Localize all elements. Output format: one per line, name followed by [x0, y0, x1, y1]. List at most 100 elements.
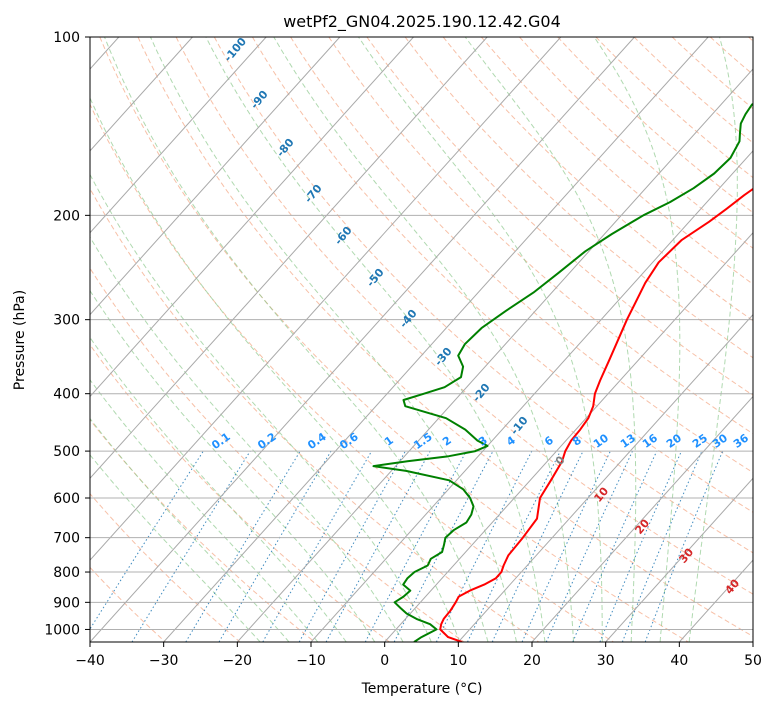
x-tick-label: 40 — [670, 653, 688, 669]
mixing-ratio-label: 0.4 — [305, 430, 329, 452]
x-tick-label: −20 — [223, 653, 253, 669]
isotherm-line — [384, 231, 753, 642]
moist-adiabat-label: 30 — [676, 545, 696, 565]
dry-adiabat — [633, 37, 753, 144]
dry-adiabat — [90, 493, 241, 642]
mixing-ratio-line — [90, 450, 204, 630]
mixing-ratio-label: 16 — [640, 431, 660, 451]
x-tick-label: 20 — [523, 653, 541, 669]
moist-adiabat — [150, 37, 517, 642]
y-tick-label: 1000 — [44, 622, 80, 638]
dry-adiabat — [90, 103, 614, 642]
x-tick-label: 0 — [380, 653, 389, 669]
x-tick-label: −40 — [75, 653, 105, 669]
moist-adiabat — [90, 454, 261, 642]
dry-adiabat — [137, 37, 753, 637]
mixing-ratio-line — [131, 450, 251, 642]
mixing-ratio-line — [185, 450, 301, 642]
grid-lines — [90, 37, 753, 642]
isotherm-line — [90, 37, 488, 480]
dry-adiabat — [519, 37, 753, 249]
mixing-ratio-label: 8 — [570, 434, 584, 449]
profile-lines — [372, 102, 753, 642]
isotherm-line — [531, 395, 753, 642]
dry-adiabat — [709, 37, 753, 76]
mixing-ratio-line — [644, 450, 724, 642]
dry-adiabat-label: -20 — [470, 381, 493, 405]
dry-adiabat-label: -10 — [508, 414, 531, 438]
profile-line — [439, 187, 753, 642]
y-tick-label: 900 — [53, 595, 80, 611]
dry-adiabat — [213, 37, 753, 554]
moist-adiabat — [90, 236, 404, 642]
x-tick-label: 10 — [449, 653, 467, 669]
moist-adiabat — [90, 378, 319, 642]
mixing-ratio-label: 6 — [542, 433, 556, 448]
dry-adiabat-label: -80 — [274, 136, 297, 160]
dry-adiabat — [90, 267, 465, 642]
moist-adiabat — [90, 289, 376, 642]
dry-adiabat — [595, 37, 753, 179]
mixing-ratio-line — [467, 450, 561, 642]
isotherm-line — [90, 37, 562, 561]
profile-line — [372, 102, 753, 642]
isotherm-line — [90, 37, 341, 316]
y-tick-label: 200 — [53, 208, 80, 224]
dry-adiabat-label: -40 — [397, 307, 420, 331]
mixing-ratio-line — [572, 450, 658, 642]
x-tick-label: 50 — [744, 653, 762, 669]
moist-adiabat — [104, 37, 489, 642]
mixing-ratio-label: 36 — [731, 431, 751, 451]
background-lines — [90, 37, 753, 642]
y-tick-label: 600 — [53, 491, 80, 507]
x-tick-label: −10 — [296, 653, 326, 669]
moist-adiabat — [273, 37, 575, 642]
x-axis-ticks: −40 −30 −20 −10 0 10 20 30 40 50 — [75, 642, 762, 669]
isotherm-line — [90, 37, 414, 398]
mixing-ratio-line — [521, 450, 611, 642]
dry-adiabat — [251, 37, 753, 513]
mixing-ratio-line — [298, 450, 406, 642]
mixing-ratio-line — [545, 450, 633, 642]
dry-adiabat — [90, 418, 316, 642]
isotherm-line — [90, 37, 635, 642]
mixing-ratio-line — [435, 450, 533, 642]
moist-adiabat — [464, 37, 637, 642]
dry-adiabat — [748, 37, 753, 42]
dry-adiabat-label: -60 — [332, 224, 355, 248]
moist-adiabat — [593, 37, 681, 642]
dry-adiabat — [481, 37, 753, 285]
dry-adiabat — [557, 37, 753, 214]
dry-adiabat — [290, 37, 753, 474]
isotherm-line — [90, 37, 267, 234]
chart-title: wetPf2_GN04.2025.190.12.42.G04 — [283, 12, 561, 32]
x-tick-label: −30 — [149, 653, 179, 669]
isotherm-line — [457, 313, 753, 642]
mixing-ratio-line — [621, 450, 703, 642]
isotherm-line — [752, 641, 753, 642]
dry-adiabat — [442, 37, 753, 322]
dry-adiabat — [175, 37, 753, 595]
isotherm-line — [605, 477, 753, 642]
x-axis-label: Temperature (°C) — [361, 681, 483, 697]
mixing-ratio-line — [599, 450, 682, 642]
isotherm-line — [163, 37, 709, 642]
plot-frame — [89, 36, 754, 643]
dry-adiabat — [90, 343, 390, 642]
moist-adiabat — [90, 336, 347, 642]
y-axis-label: Pressure (hPa) — [12, 290, 28, 390]
moist-adiabat — [90, 417, 290, 642]
moist-adiabat — [688, 37, 738, 642]
mixing-ratio-label: 30 — [710, 431, 730, 451]
mixing-ratio-label: 20 — [664, 431, 684, 451]
mixing-ratio-label: 0.2 — [255, 430, 278, 452]
y-tick-label: 700 — [53, 531, 80, 547]
dry-adiabat-label: -50 — [364, 266, 387, 290]
mixing-ratio-line — [491, 450, 584, 642]
y-tick-label: 300 — [53, 313, 80, 329]
moist-adiabat-label: 40 — [722, 576, 742, 596]
isotherm-line — [310, 150, 753, 642]
dry-adiabat — [328, 37, 753, 435]
isotherm-line — [90, 37, 193, 152]
